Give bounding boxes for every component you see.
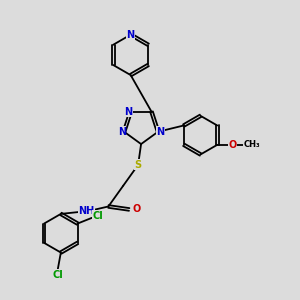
Text: N: N [156,127,164,137]
Text: O: O [133,204,141,214]
Text: Cl: Cl [93,211,104,220]
Text: N: N [124,107,132,117]
Text: N: N [127,30,135,40]
Text: Cl: Cl [52,270,63,280]
Text: S: S [134,160,142,170]
Text: O: O [229,140,237,150]
Text: N: N [118,127,126,137]
Text: NH: NH [79,206,95,216]
Text: CH₃: CH₃ [244,140,260,149]
